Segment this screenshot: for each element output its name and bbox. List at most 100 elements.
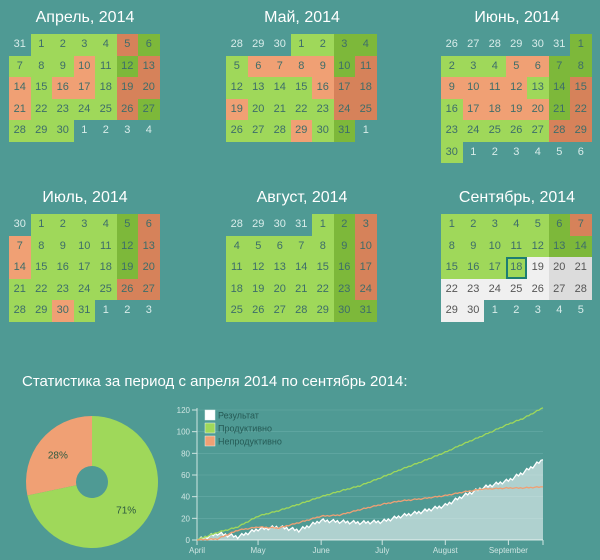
day-cell[interactable]: 24 [73,278,95,300]
day-cell[interactable]: 22 [30,278,52,300]
day-cell[interactable]: 19 [527,257,549,279]
day-cell[interactable]: 5 [226,55,248,77]
day-cell[interactable]: 15 [312,257,334,279]
day-cell[interactable]: 17 [333,77,355,99]
day-cell[interactable]: 8 [30,235,52,257]
day-cell[interactable]: 28 [290,300,312,322]
day-cell[interactable]: 8 [312,235,334,257]
day-cell[interactable]: 27 [247,120,269,142]
day-cell[interactable]: 16 [462,257,484,279]
day-cell[interactable]: 9 [441,77,463,99]
day-cell[interactable]: 6 [548,214,570,236]
day-cell[interactable]: 21 [548,98,570,120]
day-cell[interactable]: 11 [505,235,527,257]
day-cell[interactable]: 5 [116,34,138,56]
day-cell[interactable]: 4 [355,34,377,56]
day-cell[interactable]: 12 [116,235,138,257]
day-cell[interactable]: 7 [9,235,31,257]
day-cell[interactable]: 27 [527,120,549,142]
day-cell[interactable]: 12 [527,235,549,257]
day-cell[interactable]: 13 [138,55,160,77]
day-cell[interactable]: 2 [312,34,334,56]
day-cell-today[interactable]: 18 [505,257,527,279]
day-cell[interactable]: 23 [52,98,74,120]
day-cell[interactable]: 30 [52,120,74,142]
day-cell[interactable]: 11 [484,77,506,99]
day-cell[interactable]: 12 [226,77,248,99]
day-cell[interactable]: 18 [95,77,117,99]
day-cell[interactable]: 1 [570,34,592,56]
day-cell[interactable]: 17 [73,77,95,99]
day-cell[interactable]: 21 [269,98,291,120]
day-cell[interactable]: 7 [290,235,312,257]
day-cell[interactable]: 1 [312,214,334,236]
day-cell[interactable]: 12 [116,55,138,77]
day-cell[interactable]: 28 [269,120,291,142]
day-cell[interactable]: 1 [290,34,312,56]
day-cell[interactable]: 10 [462,77,484,99]
day-cell[interactable]: 21 [9,98,31,120]
day-cell[interactable]: 30 [462,300,484,322]
day-cell[interactable]: 10 [333,55,355,77]
day-cell[interactable]: 24 [484,278,506,300]
day-cell[interactable]: 17 [355,257,377,279]
day-cell[interactable]: 23 [312,98,334,120]
day-cell[interactable]: 28 [548,120,570,142]
day-cell[interactable]: 15 [30,257,52,279]
day-cell[interactable]: 3 [484,214,506,236]
day-cell[interactable]: 19 [226,98,248,120]
day-cell[interactable]: 29 [30,300,52,322]
day-cell[interactable]: 25 [226,300,248,322]
day-cell[interactable]: 7 [570,214,592,236]
day-cell[interactable]: 6 [138,214,160,236]
day-cell[interactable]: 27 [138,278,160,300]
day-cell[interactable]: 1 [441,214,463,236]
day-cell[interactable]: 20 [548,257,570,279]
day-cell[interactable]: 28 [9,120,31,142]
day-cell[interactable]: 25 [505,278,527,300]
day-cell[interactable]: 29 [30,120,52,142]
day-cell[interactable]: 10 [73,55,95,77]
day-cell[interactable]: 18 [355,77,377,99]
day-cell[interactable]: 17 [484,257,506,279]
day-cell[interactable]: 20 [527,98,549,120]
day-cell[interactable]: 30 [312,120,334,142]
day-cell[interactable]: 14 [290,257,312,279]
day-cell[interactable]: 23 [333,278,355,300]
day-cell[interactable]: 14 [9,257,31,279]
day-cell[interactable]: 6 [247,55,269,77]
day-cell[interactable]: 2 [441,55,463,77]
day-cell[interactable]: 12 [247,257,269,279]
day-cell[interactable]: 2 [333,214,355,236]
day-cell[interactable]: 24 [73,98,95,120]
day-cell[interactable]: 31 [333,120,355,142]
day-cell[interactable]: 8 [570,55,592,77]
day-cell[interactable]: 29 [441,300,463,322]
day-cell[interactable]: 7 [548,55,570,77]
day-cell[interactable]: 22 [441,278,463,300]
day-cell[interactable]: 4 [505,214,527,236]
day-cell[interactable]: 9 [333,235,355,257]
day-cell[interactable]: 26 [247,300,269,322]
day-cell[interactable]: 3 [73,34,95,56]
day-cell[interactable]: 8 [441,235,463,257]
day-cell[interactable]: 26 [505,120,527,142]
day-cell[interactable]: 10 [355,235,377,257]
day-cell[interactable]: 9 [462,235,484,257]
day-cell[interactable]: 21 [570,257,592,279]
day-cell[interactable]: 16 [52,77,74,99]
day-cell[interactable]: 24 [333,98,355,120]
day-cell[interactable]: 3 [333,34,355,56]
day-cell[interactable]: 8 [290,55,312,77]
day-cell[interactable]: 18 [226,278,248,300]
day-cell[interactable]: 13 [138,235,160,257]
day-cell[interactable]: 25 [95,98,117,120]
day-cell[interactable]: 18 [95,257,117,279]
day-cell[interactable]: 30 [52,300,74,322]
day-cell[interactable]: 11 [95,55,117,77]
day-cell[interactable]: 28 [9,300,31,322]
day-cell[interactable]: 23 [441,120,463,142]
day-cell[interactable]: 23 [462,278,484,300]
day-cell[interactable]: 2 [52,214,74,236]
day-cell[interactable]: 12 [505,77,527,99]
